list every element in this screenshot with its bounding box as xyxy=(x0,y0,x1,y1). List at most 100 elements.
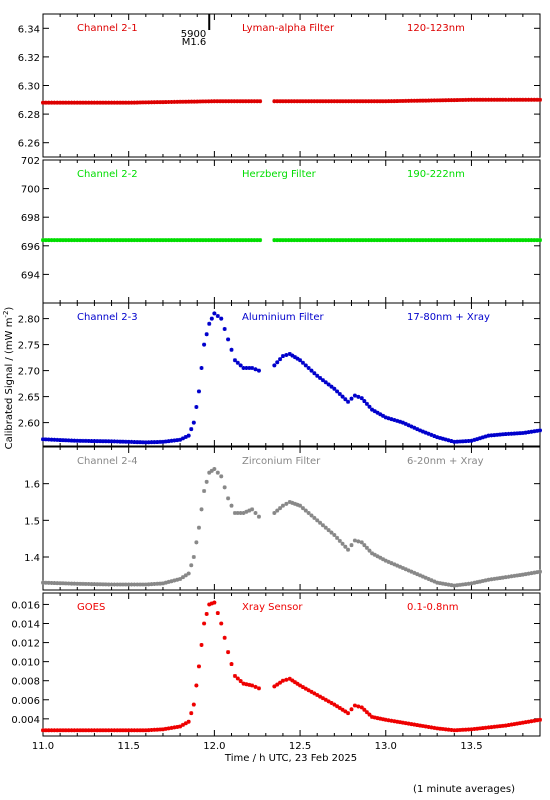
data-point xyxy=(332,533,337,537)
data-point xyxy=(520,431,525,435)
data-point xyxy=(132,440,137,445)
data-point xyxy=(372,99,377,104)
data-point xyxy=(83,581,88,586)
data-point xyxy=(392,719,397,724)
data-point xyxy=(175,99,180,104)
data-point xyxy=(406,423,411,428)
data-point xyxy=(449,98,454,103)
data-point xyxy=(509,722,514,727)
data-point xyxy=(295,356,300,361)
data-point xyxy=(72,728,77,733)
data-point xyxy=(452,583,457,588)
data-point xyxy=(186,433,191,438)
data-point xyxy=(489,238,494,243)
data-point xyxy=(369,99,374,104)
data-point xyxy=(440,581,445,586)
data-point xyxy=(280,99,285,104)
data-point xyxy=(169,99,174,104)
data-point xyxy=(383,717,388,722)
data-point xyxy=(192,238,197,243)
data-point xyxy=(455,728,460,733)
data-point xyxy=(149,582,154,587)
data-point xyxy=(486,725,491,730)
data-point xyxy=(178,238,183,243)
y-tick-label: 702 xyxy=(21,156,40,167)
data-point xyxy=(123,238,128,243)
x-tick-label: 13.0 xyxy=(375,741,397,752)
data-point xyxy=(66,581,71,586)
data-point xyxy=(409,424,414,429)
y-tick-label: 6.28 xyxy=(18,110,40,121)
data-point xyxy=(418,428,423,433)
data-point xyxy=(320,99,325,104)
data-point xyxy=(204,332,209,337)
data-point xyxy=(58,238,63,243)
data-point xyxy=(78,728,83,733)
data-point xyxy=(163,100,168,105)
data-point xyxy=(109,582,114,587)
data-point xyxy=(420,723,425,728)
data-point xyxy=(478,97,483,102)
data-point xyxy=(535,238,540,243)
data-point xyxy=(518,721,523,726)
data-point xyxy=(209,316,214,321)
filter-label: Lyman-alpha Filter xyxy=(242,23,335,34)
data-point xyxy=(337,392,342,396)
channel-label: Channel 2-2 xyxy=(77,169,138,180)
data-point xyxy=(303,363,308,368)
data-point xyxy=(115,100,120,105)
data-point xyxy=(463,727,468,732)
data-point xyxy=(326,99,331,104)
footnote: (1 minute averages) xyxy=(413,784,515,795)
data-point xyxy=(149,100,154,105)
data-point xyxy=(226,337,231,342)
data-point xyxy=(323,99,328,104)
data-point xyxy=(292,238,297,243)
data-point xyxy=(386,559,391,564)
data-point xyxy=(492,238,497,243)
data-point xyxy=(95,238,100,243)
data-point xyxy=(109,100,114,105)
data-point xyxy=(241,681,246,686)
data-point xyxy=(146,728,151,733)
data-point xyxy=(492,724,497,729)
data-point xyxy=(41,728,45,733)
data-point xyxy=(438,726,443,731)
data-point xyxy=(289,99,294,104)
data-point xyxy=(463,439,468,444)
data-point xyxy=(523,97,528,102)
data-point xyxy=(149,727,154,732)
data-point xyxy=(500,97,505,102)
data-point xyxy=(75,100,80,105)
data-point xyxy=(498,97,503,102)
filter-label: Zirconium Filter xyxy=(242,456,321,467)
data-point xyxy=(241,511,246,515)
data-point xyxy=(475,238,480,243)
data-point xyxy=(163,439,168,444)
data-point xyxy=(183,238,188,243)
data-point xyxy=(392,99,397,104)
data-point xyxy=(138,582,143,587)
data-point xyxy=(215,99,220,104)
data-point xyxy=(483,434,488,439)
data-point xyxy=(429,725,434,730)
data-point xyxy=(98,100,103,105)
data-point xyxy=(446,238,451,243)
data-point xyxy=(129,582,134,587)
data-point xyxy=(318,375,323,380)
data-point xyxy=(46,238,51,243)
data-point xyxy=(112,582,117,587)
data-point xyxy=(435,238,440,243)
data-point xyxy=(332,99,337,104)
data-point xyxy=(503,432,508,437)
data-point xyxy=(83,100,88,105)
data-point xyxy=(249,238,254,243)
data-point xyxy=(323,380,328,385)
data-point xyxy=(315,518,320,523)
data-point xyxy=(378,99,383,104)
data-point xyxy=(152,727,157,732)
data-point xyxy=(215,238,220,243)
data-point xyxy=(106,238,111,243)
data-point xyxy=(75,438,80,443)
data-point xyxy=(518,573,523,578)
